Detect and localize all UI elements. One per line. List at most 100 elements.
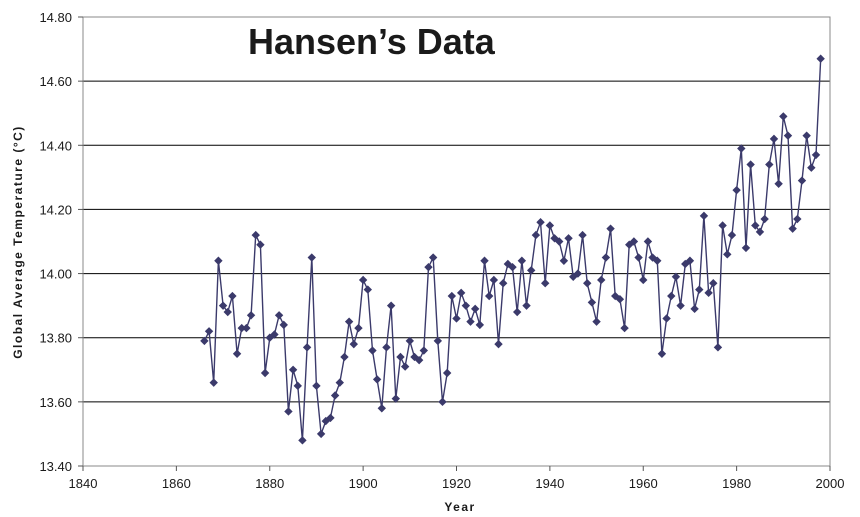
data-point-marker — [583, 278, 592, 288]
data-point-marker — [312, 381, 321, 391]
data-point-marker — [386, 301, 396, 310]
data-point-marker — [475, 320, 485, 330]
data-point-marker — [340, 352, 349, 362]
data-point-marker — [354, 323, 363, 333]
x-axis-ticks: 1840 1860 1880 1900 1920 1940 1960 1980 2000 — [69, 466, 845, 491]
x-tick-label: 1840 — [69, 476, 98, 491]
data-point-marker — [298, 436, 307, 445]
data-point-marker — [671, 272, 681, 281]
data-point-marker — [391, 394, 401, 403]
data-point-marker — [751, 221, 760, 230]
gridlines — [83, 80, 830, 403]
y-tick-label: 14.80 — [39, 10, 72, 25]
data-point-marker — [200, 336, 209, 346]
data-point-marker — [816, 54, 825, 63]
data-point-marker — [456, 288, 466, 298]
data-point-marker — [578, 230, 587, 240]
data-point-marker — [667, 291, 676, 301]
data-point-marker — [774, 179, 783, 188]
data-point-marker — [256, 240, 265, 249]
data-point-marker — [629, 237, 639, 246]
x-axis-title: Year — [444, 500, 475, 514]
data-point-marker — [807, 163, 816, 172]
data-point-marker — [723, 250, 732, 259]
data-point-marker — [592, 317, 601, 326]
data-point-marker — [741, 243, 751, 253]
data-point-marker — [368, 346, 377, 355]
data-point-marker — [344, 317, 354, 326]
data-point-marker — [653, 256, 662, 265]
data-point-marker — [363, 285, 372, 294]
data-point-marker — [550, 234, 559, 243]
data-point-marker — [527, 266, 536, 275]
x-tick-label: 2000 — [816, 476, 845, 491]
plot-area — [83, 17, 830, 466]
data-point-marker — [452, 314, 461, 323]
data-point-marker — [779, 112, 788, 121]
data-point-marker — [326, 413, 335, 423]
data-point-marker — [414, 355, 424, 365]
data-point-marker — [405, 336, 415, 346]
data-point-marker — [419, 346, 429, 355]
data-point-marker — [517, 256, 527, 265]
y-tick-label: 13.80 — [39, 331, 72, 346]
data-point-marker — [382, 343, 391, 352]
data-point-marker — [288, 365, 298, 374]
data-point-marker — [746, 160, 755, 169]
data-point-marker — [246, 311, 256, 320]
y-axis-title: Global Average Temperature (°C) — [11, 125, 25, 359]
x-tick-label: 1980 — [722, 476, 751, 491]
y-tick-label: 14.40 — [39, 138, 72, 153]
data-point-marker — [522, 301, 531, 310]
data-point-marker — [573, 269, 583, 278]
data-point-marker — [218, 301, 228, 310]
data-point-marker — [466, 317, 475, 326]
data-point-marker — [676, 301, 685, 310]
data-point-marker — [713, 343, 723, 352]
data-point-marker — [681, 259, 690, 269]
data-point-marker — [606, 224, 615, 233]
data-point-marker — [737, 144, 746, 153]
data-point-marker — [718, 221, 727, 230]
data-point-marker — [424, 262, 433, 272]
data-point-marker — [307, 253, 316, 262]
data-point-marker — [512, 307, 522, 317]
data-point-marker — [620, 323, 629, 333]
data-point-marker — [400, 362, 410, 371]
data-point-marker — [531, 230, 541, 240]
data-point-marker — [433, 336, 443, 346]
data-point-marker — [657, 349, 667, 358]
data-point-marker — [377, 404, 386, 413]
data-point-marker — [727, 230, 737, 240]
data-point-marker — [470, 304, 480, 314]
data-point-marker — [489, 275, 499, 285]
data-point-marker — [270, 330, 279, 339]
data-point-marker — [587, 298, 597, 307]
data-point-marker — [484, 291, 494, 301]
data-point-marker — [811, 150, 821, 160]
data-point-marker — [330, 391, 340, 400]
y-tick-label: 13.40 — [39, 459, 72, 474]
x-tick-label: 1940 — [535, 476, 564, 491]
data-point-marker — [284, 407, 293, 416]
data-point-marker — [237, 323, 246, 333]
data-point-marker — [709, 278, 718, 288]
data-point-marker — [755, 227, 765, 237]
y-tick-label: 14.20 — [39, 202, 72, 217]
y-tick-label: 13.60 — [39, 395, 72, 410]
data-point-marker — [769, 134, 779, 144]
data-point-marker — [564, 234, 573, 243]
x-tick-label: 1920 — [442, 476, 471, 491]
y-tick-label: 14.60 — [39, 74, 72, 89]
data-point-marker — [494, 339, 503, 349]
data-point-marker — [438, 397, 447, 407]
data-point-marker — [209, 378, 218, 387]
data-point-marker — [690, 304, 699, 314]
data-point-marker — [274, 311, 284, 320]
data-point-marker — [643, 237, 653, 246]
y-axis-ticks: 13.40 13.60 13.80 14.00 14.20 14.40 14.60 14.80 — [39, 10, 83, 474]
data-point-marker — [223, 307, 232, 317]
data-point-marker — [597, 275, 606, 285]
data-point-marker — [508, 262, 517, 272]
